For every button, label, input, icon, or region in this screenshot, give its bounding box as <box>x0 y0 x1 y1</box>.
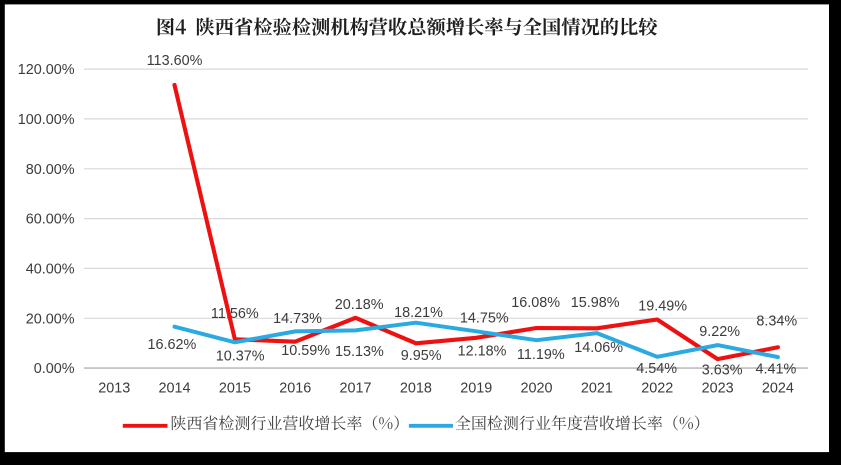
svg-text:40.00%: 40.00% <box>26 262 75 278</box>
svg-text:4.54%: 4.54% <box>636 361 677 377</box>
svg-text:2016: 2016 <box>279 381 311 397</box>
svg-text:14.73%: 14.73% <box>273 311 322 327</box>
svg-text:15.13%: 15.13% <box>335 344 384 360</box>
svg-text:3.63%: 3.63% <box>702 363 743 379</box>
svg-text:20.00%: 20.00% <box>26 311 75 327</box>
svg-text:120.00%: 120.00% <box>18 62 75 78</box>
svg-text:100.00%: 100.00% <box>18 112 75 128</box>
svg-text:10.37%: 10.37% <box>216 348 265 364</box>
svg-text:2015: 2015 <box>219 381 251 397</box>
svg-text:12.18%: 12.18% <box>458 343 507 359</box>
svg-text:2014: 2014 <box>158 381 190 397</box>
svg-text:14.06%: 14.06% <box>574 340 623 356</box>
svg-text:16.08%: 16.08% <box>511 295 560 311</box>
svg-text:2020: 2020 <box>520 381 552 397</box>
svg-text:2024: 2024 <box>762 381 794 397</box>
svg-text:2022: 2022 <box>641 381 673 397</box>
svg-text:11.56%: 11.56% <box>211 306 259 322</box>
svg-text:60.00%: 60.00% <box>26 212 75 228</box>
svg-text:2023: 2023 <box>702 381 734 397</box>
svg-text:2013: 2013 <box>98 381 130 397</box>
svg-text:113.60%: 113.60% <box>147 53 203 69</box>
svg-text:16.62%: 16.62% <box>147 337 196 353</box>
svg-text:14.75%: 14.75% <box>460 311 509 327</box>
svg-text:80.00%: 80.00% <box>26 162 75 178</box>
svg-text:15.98%: 15.98% <box>571 295 620 311</box>
svg-text:10.59%: 10.59% <box>281 343 330 359</box>
svg-text:2019: 2019 <box>460 381 492 397</box>
svg-text:9.22%: 9.22% <box>699 324 740 340</box>
svg-text:0.00%: 0.00% <box>34 361 75 377</box>
svg-text:4.41%: 4.41% <box>755 362 796 378</box>
svg-text:8.34%: 8.34% <box>756 314 797 330</box>
svg-text:18.21%: 18.21% <box>394 305 443 321</box>
svg-text:20.18%: 20.18% <box>335 297 384 313</box>
svg-text:19.49%: 19.49% <box>638 298 687 314</box>
svg-text:11.19%: 11.19% <box>517 347 565 363</box>
svg-text:2018: 2018 <box>400 381 432 397</box>
svg-text:2017: 2017 <box>339 381 371 397</box>
svg-text:9.95%: 9.95% <box>401 348 442 364</box>
svg-text:2021: 2021 <box>581 381 613 397</box>
